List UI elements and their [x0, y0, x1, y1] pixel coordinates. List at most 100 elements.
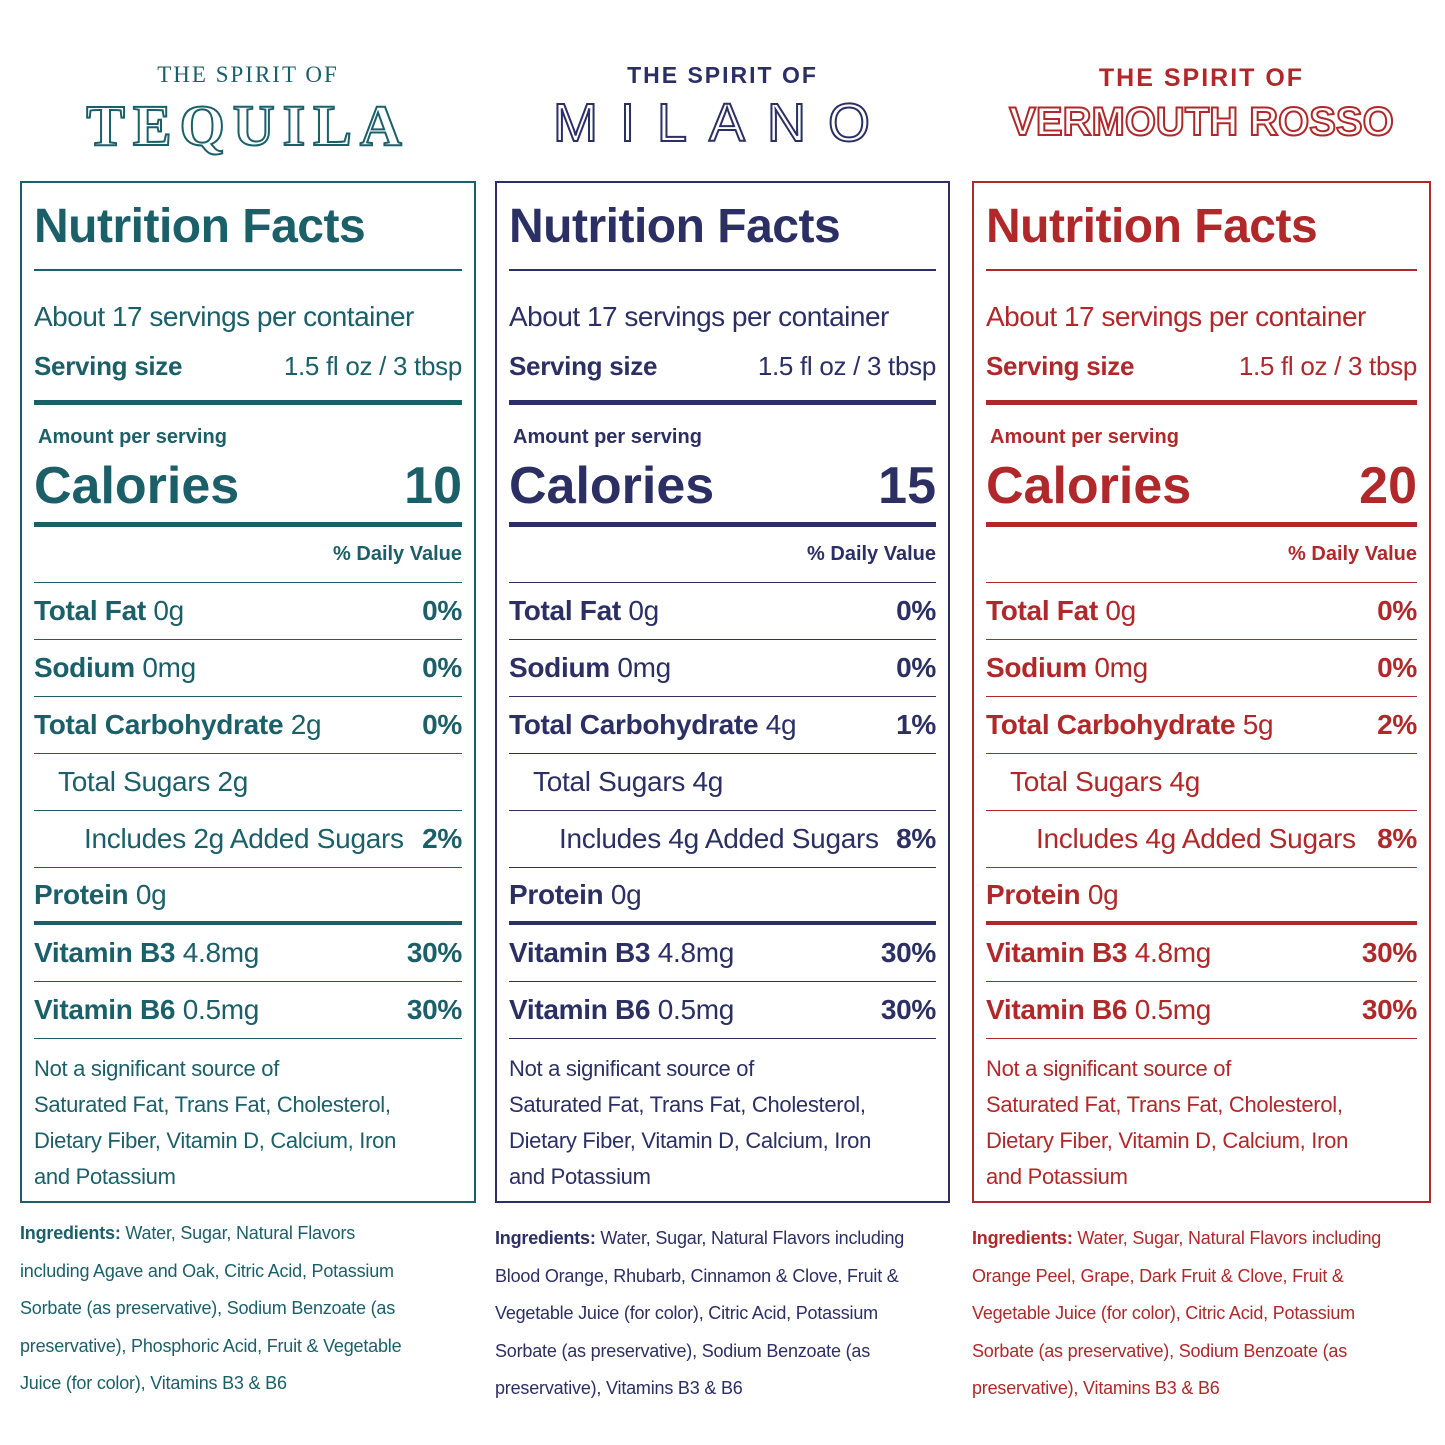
- ingredients-line: preservative), Phosphoric Acid, Fruit & …: [20, 1328, 476, 1366]
- nutrient-amount: 5g: [1242, 709, 1274, 740]
- nutrient-amount: 0g: [153, 595, 184, 626]
- ingredients-text: Juice (for color), Vitamins B3 & B6: [20, 1373, 287, 1393]
- serving-size-row: Serving size 1.5 fl oz / 3 tbsp: [986, 333, 1417, 405]
- title-text: Nutrition Facts: [986, 199, 1318, 253]
- footnote-text: Not a significant source of: [986, 1056, 1232, 1081]
- calories-row: Calories 20: [986, 449, 1417, 527]
- nutrient-daily-value: 0%: [1377, 595, 1417, 626]
- footnote-line: Not a significant source of: [509, 1051, 936, 1087]
- nutrient-name: Total Fat 0g: [34, 595, 184, 627]
- nutrient-row: Total Carbohydrate 4g 1%: [509, 697, 936, 754]
- nutrient-label: Vitamin B6: [986, 994, 1128, 1025]
- nutrient-row: Total Sugars 4g: [509, 754, 936, 811]
- nutrient-label: Sodium: [986, 652, 1087, 683]
- calories-row: Calories 15: [509, 449, 936, 527]
- nutrient-row: Vitamin B6 0.5mg 30%: [509, 982, 936, 1039]
- nutrient-label: Sodium: [34, 652, 135, 683]
- footnote-text: and Potassium: [34, 1164, 176, 1189]
- footnote-line: and Potassium: [34, 1159, 462, 1195]
- footnote-line: Dietary Fiber, Vitamin D, Calcium, Iron: [986, 1123, 1417, 1159]
- nutrient-daily-value: 8%: [896, 823, 936, 854]
- nutrient-daily-value: 0%: [896, 652, 936, 683]
- serving-size-label: Serving size: [986, 351, 1135, 381]
- nutrient-daily-value: 30%: [1361, 937, 1417, 968]
- logo-text: VERMOUTH ROSSO: [1008, 99, 1394, 145]
- nutrient-daily-value: 0%: [422, 652, 462, 683]
- nutrition-facts-title: Nutrition Facts: [34, 183, 462, 271]
- daily-value-header: % Daily Value: [986, 527, 1417, 583]
- nutrient-name: Total Sugars 4g: [986, 766, 1200, 798]
- nutrient-name: Vitamin B6 0.5mg: [509, 994, 734, 1026]
- nutrient-amount: 0.5mg: [182, 994, 260, 1025]
- ingredients-text: Orange Peel, Grape, Dark Fruit & Clove, …: [972, 1265, 1344, 1286]
- nutrient-row: Sodium 0mg 0%: [509, 640, 936, 697]
- nutrient-row: Vitamin B6 0.5mg 30%: [986, 982, 1417, 1039]
- amount-per-serving: Amount per serving: [34, 405, 462, 449]
- nutrient-label: Protein: [34, 878, 129, 910]
- nutrient-amount: Includes 4g Added Sugars: [559, 823, 879, 854]
- nutrient-name: Vitamin B6 0.5mg: [986, 994, 1211, 1026]
- nutrient-amount: 0g: [1105, 595, 1136, 626]
- amount-text: Amount per serving: [990, 426, 1179, 448]
- nutrient-amount: Includes 2g Added Sugars: [84, 823, 404, 854]
- serving-size-value: 1.5 fl oz / 3 tbsp: [283, 351, 462, 381]
- ingredients-list: Ingredients: Water, Sugar, Natural Flavo…: [20, 1215, 476, 1403]
- nutrient-row: Includes 4g Added Sugars 8%: [509, 811, 936, 868]
- ingredients-label: Ingredients:: [495, 1228, 596, 1248]
- ingredients-text: Sorbate (as preservative), Sodium Benzoa…: [972, 1340, 1347, 1361]
- nutrient-amount: Includes 4g Added Sugars: [1036, 823, 1356, 854]
- nutrient-row: Sodium 0mg 0%: [34, 640, 462, 697]
- title-text: Nutrition Facts: [34, 199, 366, 253]
- nutrient-name: Includes 4g Added Sugars: [509, 823, 879, 855]
- spirit-of-text: THE SPIRIT OF: [627, 62, 818, 88]
- ingredients-text: preservative), Phosphoric Acid, Fruit & …: [20, 1335, 402, 1356]
- footnote-text: Dietary Fiber, Vitamin D, Calcium, Iron: [986, 1128, 1349, 1153]
- nutrient-name: Includes 2g Added Sugars: [34, 823, 404, 855]
- ingredients-line: Ingredients: Water, Sugar, Natural Flavo…: [20, 1215, 476, 1253]
- nutrient-row: Total Fat 0g 0%: [986, 583, 1417, 640]
- nutrient-name: Vitamin B3 4.8mg: [986, 937, 1211, 969]
- nutrient-daily-value: 2%: [422, 823, 462, 854]
- ingredients-line: Sorbate (as preservative), Sodium Benzoa…: [495, 1333, 950, 1371]
- servings-per-container: About 17 servings per container: [509, 271, 936, 333]
- spirit-of-text: THE SPIRIT OF: [1098, 64, 1305, 92]
- footnote-line: Saturated Fat, Trans Fat, Cholesterol,: [509, 1087, 936, 1123]
- nutrient-name: Total Carbohydrate 5g: [986, 709, 1274, 741]
- nutrient-daily-value: 30%: [406, 994, 462, 1025]
- ingredients-line: Juice (for color), Vitamins B3 & B6: [20, 1365, 476, 1403]
- footnote-line: Dietary Fiber, Vitamin D, Calcium, Iron: [34, 1123, 462, 1159]
- footnote-text: Saturated Fat, Trans Fat, Cholesterol,: [34, 1092, 391, 1117]
- nutrient-amount: 0mg: [142, 652, 196, 683]
- footnote-line: Not a significant source of: [34, 1051, 462, 1087]
- footnote-line: and Potassium: [986, 1159, 1417, 1195]
- product-logo-name: MILANO: [495, 92, 950, 154]
- nutrient-label: Vitamin B3: [986, 937, 1128, 968]
- nutrient-name: Sodium 0mg: [986, 652, 1148, 684]
- calories-value: 15: [878, 456, 936, 515]
- nutrient-name: Sodium 0mg: [34, 652, 196, 684]
- footnote-text: and Potassium: [986, 1164, 1128, 1189]
- servings-per-container: About 17 servings per container: [986, 271, 1417, 333]
- ingredients-label: Ingredients:: [972, 1228, 1073, 1248]
- nutrient-row: Total Sugars 2g: [34, 754, 462, 811]
- daily-value-text: % Daily Value: [807, 543, 936, 565]
- nutrient-daily-value: 30%: [880, 937, 936, 968]
- nutrient-label: Sodium: [509, 652, 610, 683]
- product-logo-name: TEQUILA: [20, 92, 476, 159]
- nutrient-row: Total Carbohydrate 5g 2%: [986, 697, 1417, 754]
- footnote-line: and Potassium: [509, 1159, 936, 1195]
- ingredients-text: Vegetable Juice (for color), Citric Acid…: [972, 1303, 1355, 1323]
- ingredients-line: Sorbate (as preservative), Sodium Benzoa…: [972, 1333, 1431, 1371]
- nutrient-daily-value: 0%: [422, 709, 462, 740]
- footnote-text: and Potassium: [509, 1164, 651, 1189]
- calories-label: Calories: [986, 456, 1192, 515]
- nutrient-row: Vitamin B3 4.8mg 30%: [509, 925, 936, 982]
- calories-value: 10: [404, 456, 462, 515]
- nutrient-label: Total Carbohydrate: [509, 709, 759, 740]
- ingredients-line: Sorbate (as preservative), Sodium Benzoa…: [20, 1290, 476, 1328]
- nutrient-daily-value: 30%: [406, 937, 462, 968]
- nutrient-amount: 0.5mg: [1134, 994, 1212, 1025]
- nutrient-row: Total Carbohydrate 2g 0%: [34, 697, 462, 754]
- nutrient-row: Vitamin B3 4.8mg 30%: [986, 925, 1417, 982]
- amount-per-serving: Amount per serving: [986, 405, 1417, 449]
